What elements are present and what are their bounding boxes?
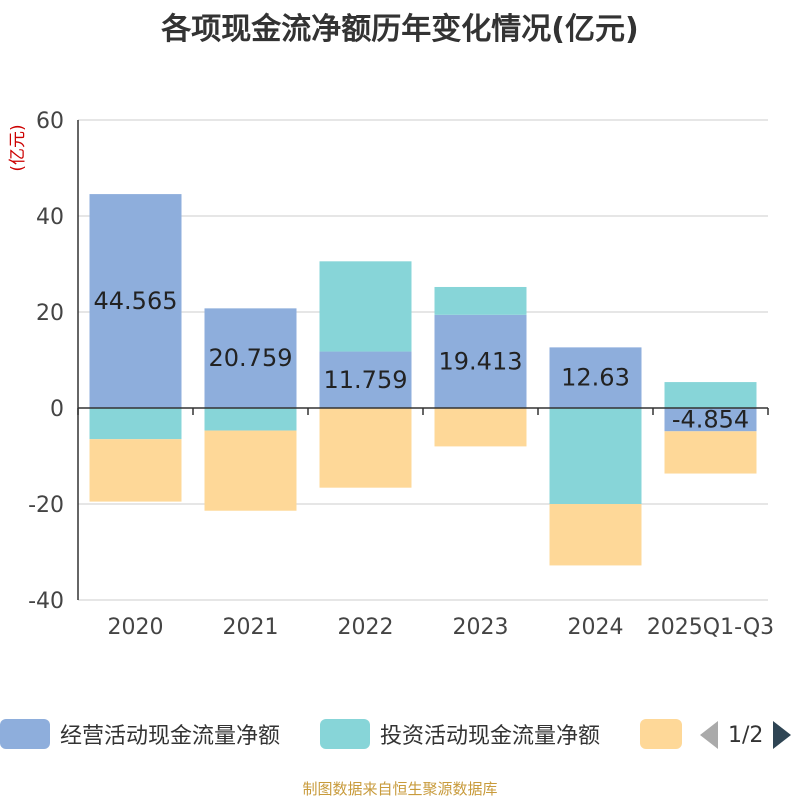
- bar-series1-2024[interactable]: [549, 408, 642, 504]
- legend-item-investing[interactable]: 投资活动现金流量净额: [320, 716, 600, 752]
- bar-series1-2025Q1-Q3[interactable]: [664, 382, 757, 408]
- legend-swatch-financing: [640, 719, 682, 749]
- bar-series1-2020[interactable]: [89, 408, 182, 440]
- data-label: 20.759: [209, 344, 293, 372]
- bar-series0-2021[interactable]: [204, 308, 297, 408]
- legend-pager: 1/2: [700, 718, 792, 752]
- legend-label-operating: 经营活动现金流量净额: [60, 724, 281, 749]
- bar-series1-2021[interactable]: [204, 408, 297, 431]
- x-tick-label: 2023: [453, 615, 509, 640]
- bar-series2-2021[interactable]: [204, 430, 297, 511]
- y-tick-label: -20: [28, 493, 64, 518]
- legend-prev-page-icon[interactable]: [700, 721, 718, 749]
- bar-series1-2023[interactable]: [434, 286, 527, 315]
- legend-swatch-operating: [0, 719, 50, 749]
- data-source-note: 制图数据来自恒生聚源数据库: [302, 780, 498, 798]
- y-tick-label: 40: [36, 205, 64, 230]
- y-tick-label: 0: [50, 397, 64, 422]
- y-tick-label: 60: [36, 109, 64, 134]
- data-label: 19.413: [439, 347, 523, 375]
- legend-swatch-investing: [320, 719, 370, 749]
- legend-item-operating[interactable]: 经营活动现金流量净额: [0, 716, 280, 752]
- y-axis-unit-label: (亿元): [8, 124, 28, 171]
- data-label: -4.854: [672, 406, 749, 434]
- x-tick-label: 2021: [223, 615, 279, 640]
- bar-series0-2023[interactable]: [434, 314, 527, 408]
- y-tick-label: -40: [28, 589, 64, 614]
- legend-page-indicator: 1/2: [728, 722, 764, 748]
- bar-series2-2025Q1-Q3[interactable]: [664, 431, 757, 474]
- bar-series2-2022[interactable]: [319, 408, 412, 488]
- x-tick-label: 2024: [568, 615, 624, 640]
- bar-series0-2022[interactable]: [319, 351, 412, 408]
- bar-series2-2024[interactable]: [549, 504, 642, 566]
- bar-series0-2020[interactable]: [89, 194, 182, 408]
- data-label: 11.759: [324, 366, 408, 394]
- bar-series2-2020[interactable]: [89, 439, 182, 502]
- data-label: 12.63: [561, 364, 630, 392]
- legend-label-investing: 投资活动现金流量净额: [380, 724, 601, 749]
- legend-next-page-icon[interactable]: [773, 721, 792, 749]
- chart-title: 各项现金流净额历年变化情况(亿元): [161, 12, 639, 47]
- y-tick-label: 20: [36, 301, 64, 326]
- bar-series0-2025Q1-Q3[interactable]: [664, 408, 757, 432]
- bar-series1-2022[interactable]: [319, 261, 412, 352]
- x-tick-label: 2020: [108, 615, 164, 640]
- x-tick-label: 2025Q1-Q3: [647, 615, 774, 640]
- bar-series0-2024[interactable]: [549, 347, 642, 408]
- x-tick-label: 2022: [338, 615, 394, 640]
- legend-item-financing[interactable]: [640, 716, 682, 752]
- data-label: 44.565: [94, 287, 178, 315]
- bar-series2-2023[interactable]: [434, 408, 527, 447]
